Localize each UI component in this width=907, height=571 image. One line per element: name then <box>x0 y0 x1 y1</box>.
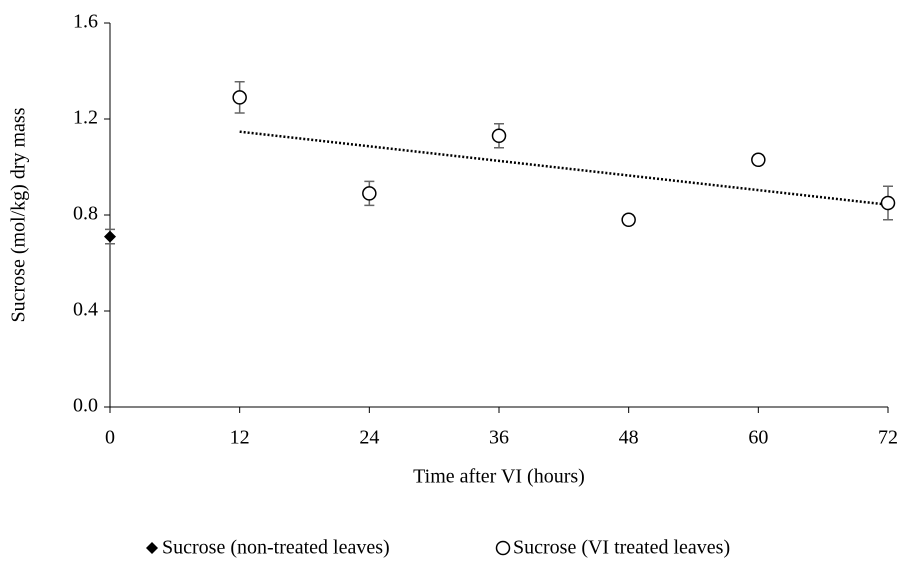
x-tick-label: 24 <box>359 427 379 449</box>
y-tick-label: 1.2 <box>73 107 98 129</box>
y-tick-label: 0.8 <box>73 203 98 225</box>
point <box>232 90 247 105</box>
y-tick-label: 0.4 <box>73 299 98 321</box>
x-tick-label: 12 <box>230 427 250 449</box>
y-tick-label: 1.6 <box>73 11 98 33</box>
x-tick-label: 60 <box>748 427 768 449</box>
point <box>104 230 116 243</box>
trendline <box>239 130 889 206</box>
point <box>880 195 896 211</box>
point <box>751 152 766 168</box>
legend-marker <box>146 542 158 554</box>
y-axis-label: Sucrose (mol/kg) dry mass <box>8 107 30 322</box>
point <box>362 186 377 201</box>
y-tick-label: 0.0 <box>73 395 98 417</box>
x-tick-label: 0 <box>105 427 115 449</box>
legend-label: Sucrose (VI treated leaves) <box>513 537 730 559</box>
legend-marker <box>495 540 511 556</box>
legend-label: Sucrose (non-treated leaves) <box>162 537 390 559</box>
x-tick-label: 36 <box>489 427 509 449</box>
x-tick-label: 72 <box>878 427 898 449</box>
x-axis-label: Time after VI (hours) <box>413 466 585 488</box>
x-tick-label: 48 <box>619 427 639 449</box>
point <box>491 128 507 144</box>
point <box>621 212 636 228</box>
